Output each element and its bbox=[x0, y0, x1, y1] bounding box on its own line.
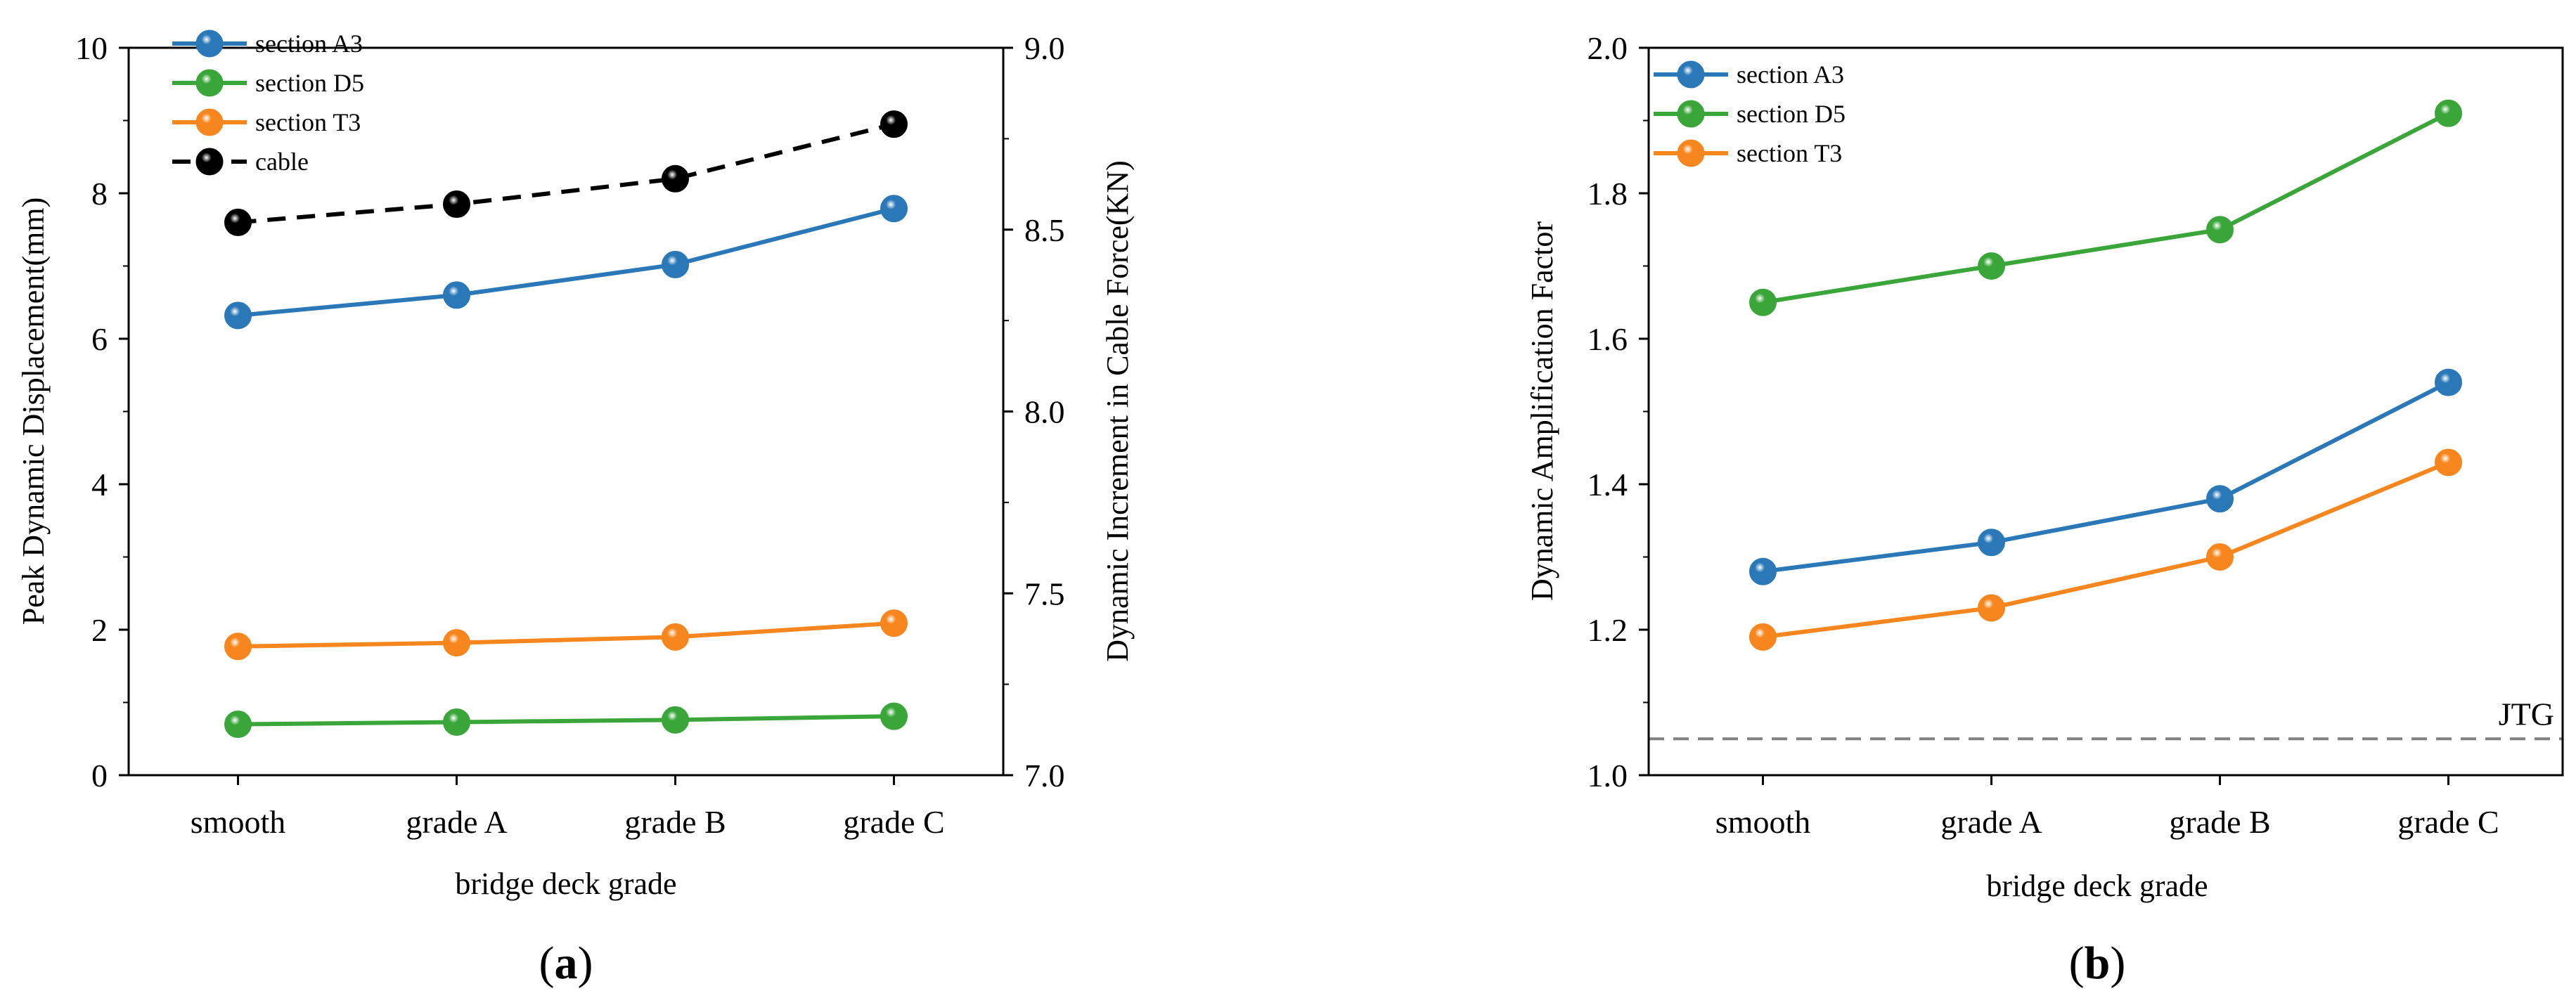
chart-a-y2-tick-label: 8.5 bbox=[1024, 212, 1065, 248]
chart-a-panel-letter: a bbox=[555, 938, 578, 989]
chart-b-y-tick-label: 1.4 bbox=[1588, 467, 1628, 502]
chart-b-legend-marker bbox=[1677, 60, 1705, 89]
chart-b-legend-label: section T3 bbox=[1737, 139, 1842, 167]
chart-a-data-point bbox=[880, 702, 908, 730]
chart-b-series-line-section-a3 bbox=[1763, 380, 2449, 574]
chart-a-x-axis-label: bridge deck grade bbox=[455, 867, 676, 901]
chart-b: JTG smooth grade A grade B grade C 1.0 1.2 1.4… bbox=[1525, 30, 2564, 989]
chart-b-data-point bbox=[2435, 368, 2462, 396]
chart-a-panel-label: (a) bbox=[539, 938, 593, 989]
chart-b-x-axis-label: bridge deck grade bbox=[1986, 869, 2208, 903]
chart-a-y2-tick-label: 9.0 bbox=[1024, 30, 1065, 66]
chart-b-x-tick-label: grade A bbox=[1940, 804, 2042, 840]
chart-a-data-point bbox=[443, 190, 470, 219]
chart-a-y-tick-label: 0 bbox=[91, 758, 108, 793]
chart-a-legend-label: section T3 bbox=[255, 108, 361, 136]
chart-a-data-point bbox=[880, 110, 908, 138]
chart-a-series-line-section-a3 bbox=[238, 206, 895, 318]
chart-b-panel-label: (b) bbox=[2069, 938, 2126, 989]
chart-a-legend-marker bbox=[195, 108, 224, 136]
chart-a-data-point bbox=[880, 195, 908, 223]
chart-a-y2-tick-label: 7.0 bbox=[1024, 758, 1065, 793]
chart-a-x-tick-label: grade A bbox=[406, 804, 507, 840]
chart-a-legend-label: section A3 bbox=[255, 30, 363, 58]
chart-b-data-point bbox=[2435, 99, 2462, 127]
chart-a-series-line-section-t3 bbox=[238, 621, 894, 649]
chart-b-data-point bbox=[1978, 252, 2005, 280]
chart-b-data-point bbox=[2206, 216, 2234, 244]
chart-b-y-tick-label: 1.0 bbox=[1588, 758, 1628, 793]
chart-a-y-tick-label: 6 bbox=[91, 321, 108, 357]
chart-b-data-point bbox=[2435, 448, 2462, 476]
chart-b-legend-marker bbox=[1677, 100, 1705, 128]
chart-b-data-point bbox=[1749, 557, 1777, 585]
chart-b-data-point bbox=[2206, 543, 2234, 571]
chart-b-data-point bbox=[1749, 623, 1777, 651]
chart-b-legend-marker bbox=[1677, 139, 1705, 167]
chart-b-data-point bbox=[1749, 288, 1777, 316]
chart-a-data-point bbox=[662, 623, 689, 651]
chart-b-legend-label: section D5 bbox=[1737, 100, 1846, 128]
chart-b-reference-label: JTG bbox=[2499, 696, 2554, 732]
chart-b-x-tick-label: grade B bbox=[2169, 804, 2270, 840]
chart-b-series-line-section-d5 bbox=[1763, 111, 2449, 305]
chart-b-data-point bbox=[1978, 594, 2005, 622]
chart-a-data-point bbox=[880, 609, 908, 637]
chart-a-legend-marker bbox=[195, 30, 224, 58]
chart-b-data-point bbox=[1978, 529, 2005, 557]
chart-b-panel-letter: b bbox=[2085, 938, 2111, 989]
chart-a-x-tick-label: grade C bbox=[843, 804, 944, 840]
chart-a-y2-axis-label: Dynamic Increment in Cable Force(KN) bbox=[1100, 160, 1135, 662]
chart-b-y-axis-label: Dynamic Amplification Factor bbox=[1525, 221, 1559, 601]
chart-a-data-point bbox=[443, 708, 470, 736]
chart-b-y-tick-label: 2.0 bbox=[1588, 30, 1628, 66]
chart-a: smooth grade A grade B grade C 0 2 4 6 8 10 7.0 7.5… bbox=[16, 30, 1135, 989]
chart-a-y-axis-label: Peak Dynamic Displacement(mm) bbox=[16, 197, 51, 625]
chart-b-y-tick-label: 1.2 bbox=[1588, 612, 1628, 648]
chart-b-x-tick-label: grade C bbox=[2397, 804, 2499, 840]
chart-a-data-point bbox=[224, 302, 252, 330]
chart-b-legend-label: section A3 bbox=[1737, 60, 1844, 89]
chart-a-data-point bbox=[662, 164, 689, 193]
chart-b-series-line-section-t3 bbox=[1763, 460, 2449, 640]
chart-b-x-tick-label: smooth bbox=[1715, 804, 1810, 840]
chart-a-legend-marker bbox=[195, 148, 224, 176]
chart-a-y2-tick-label: 7.5 bbox=[1024, 576, 1065, 611]
chart-a-data-point bbox=[443, 629, 470, 657]
chart-a-data-point bbox=[224, 633, 252, 661]
chart-a-data-point bbox=[662, 706, 689, 734]
chart-a-data-point bbox=[443, 281, 470, 309]
chart-a-y-tick-label: 4 bbox=[91, 467, 108, 502]
chart-b-data-point bbox=[2206, 485, 2234, 513]
chart-a-data-point bbox=[224, 711, 252, 739]
chart-a-legend-label: section D5 bbox=[255, 69, 364, 97]
chart-a-x-tick-label: grade B bbox=[624, 804, 726, 840]
chart-a-y-tick-label: 8 bbox=[91, 176, 108, 212]
chart-b-y-tick-label: 1.6 bbox=[1588, 321, 1628, 357]
chart-b-y-tick-label: 1.8 bbox=[1588, 176, 1628, 212]
chart-a-data-point bbox=[224, 208, 252, 236]
chart-a-data-point bbox=[662, 250, 689, 278]
chart-a-series-line-section-d5 bbox=[238, 714, 894, 727]
chart-a-y-tick-label: 2 bbox=[91, 612, 108, 648]
chart-a-x-tick-label: smooth bbox=[191, 804, 285, 840]
chart-a-y2-tick-label: 8.0 bbox=[1024, 394, 1065, 430]
chart-a-y-tick-label: 10 bbox=[75, 30, 108, 66]
chart-a-legend-label: cable bbox=[255, 148, 309, 176]
chart-a-series-line-cable bbox=[238, 122, 895, 225]
chart-a-legend-marker bbox=[195, 69, 224, 97]
